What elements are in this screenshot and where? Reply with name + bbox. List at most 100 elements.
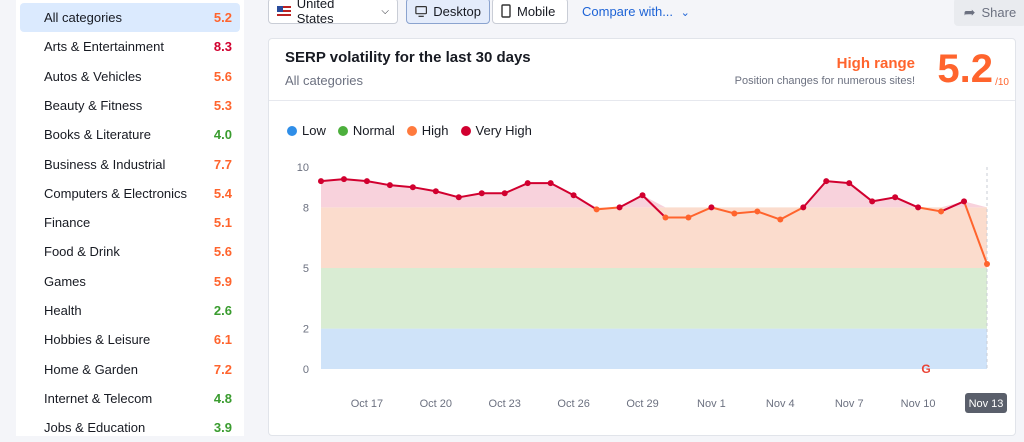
compare-label: Compare with... bbox=[582, 4, 674, 19]
y-tick-label: 10 bbox=[297, 162, 309, 174]
sidebar-item-computers-electronics[interactable]: Computers & Electronics 5.4 bbox=[20, 179, 240, 208]
category-score: 4.8 bbox=[213, 390, 232, 406]
category-score: 2.6 bbox=[213, 303, 232, 318]
band-high bbox=[321, 207, 987, 268]
series-line-segment bbox=[389, 184, 413, 189]
band-very-high bbox=[321, 179, 987, 208]
series-line-segment bbox=[343, 178, 368, 183]
sidebar-item-jobs-education[interactable]: Jobs & Education 3.9 bbox=[20, 413, 240, 442]
sidebar-item-beauty-fitness[interactable]: Beauty & Fitness 5.3 bbox=[20, 91, 240, 120]
compare-with-dropdown[interactable]: Compare with... ⌄ bbox=[582, 4, 690, 19]
category-score: 7.2 bbox=[213, 361, 232, 377]
sidebar-item-internet-telecom[interactable]: Internet & Telecom 4.8 bbox=[20, 384, 240, 413]
category-label: Food & Drink bbox=[44, 244, 120, 260]
series-line-segment bbox=[894, 196, 919, 209]
category-label: Home & Garden bbox=[44, 361, 138, 377]
sidebar-item-home-garden[interactable]: Home & Garden 7.2 bbox=[20, 355, 240, 384]
category-label: Health bbox=[44, 303, 82, 318]
x-tick-label: Oct 17 bbox=[351, 398, 383, 410]
card-title: SERP volatility for the last 30 days bbox=[285, 49, 531, 66]
series-line-segment bbox=[458, 192, 482, 199]
chart-legend: Low Normal High Very High bbox=[287, 123, 532, 138]
mobile-label: Mobile bbox=[517, 3, 556, 19]
category-score: 8.3 bbox=[213, 39, 232, 55]
data-point bbox=[386, 182, 393, 189]
legend-label: Low bbox=[302, 123, 326, 138]
category-score: 5.2 bbox=[213, 10, 232, 25]
legend-item-very-high[interactable]: Very High bbox=[460, 123, 532, 138]
category-score: 3.9 bbox=[213, 420, 232, 436]
category-score: 5.4 bbox=[213, 185, 232, 201]
data-point bbox=[318, 178, 324, 185]
legend-label: Very High bbox=[475, 123, 532, 138]
category-label: Arts & Entertainment bbox=[44, 39, 164, 55]
data-point bbox=[547, 180, 554, 187]
sidebar-item-arts-entertainment[interactable]: Arts & Entertainment 8.3 bbox=[20, 32, 240, 61]
series-line-segment bbox=[550, 182, 575, 197]
category-score: 5.6 bbox=[213, 244, 232, 260]
series-line-segment bbox=[848, 182, 873, 203]
legend-item-high[interactable]: High bbox=[406, 123, 449, 138]
band-low bbox=[321, 328, 987, 369]
series-line-segment bbox=[596, 206, 620, 211]
series-line-segment bbox=[619, 194, 643, 209]
x-tick-label: Nov 1 bbox=[697, 398, 726, 410]
legend-item-normal[interactable]: Normal bbox=[337, 123, 395, 138]
band-normal bbox=[321, 268, 987, 329]
category-label: Autos & Vehicles bbox=[44, 68, 142, 84]
y-tick-label: 8 bbox=[303, 202, 309, 214]
sidebar-item-finance[interactable]: Finance 5.1 bbox=[20, 208, 240, 237]
data-point bbox=[363, 178, 370, 185]
sidebar-item-health[interactable]: Health 2.6 bbox=[20, 296, 240, 325]
sidebar-item-business-industrial[interactable]: Business & Industrial 7.7 bbox=[20, 150, 240, 179]
chevron-down-icon: ⌵ bbox=[381, 5, 389, 17]
series-line-segment bbox=[504, 182, 529, 195]
country-select[interactable]: United States ⌵ bbox=[268, 0, 398, 26]
card-subtitle: All categories bbox=[285, 73, 364, 88]
sidebar-item-games[interactable]: Games 5.9 bbox=[20, 267, 240, 296]
data-point bbox=[570, 192, 577, 199]
sidebar-item-autos-vehicles[interactable]: Autos & Vehicles 5.6 bbox=[20, 62, 240, 91]
data-point bbox=[915, 204, 922, 211]
mobile-toggle[interactable]: Mobile bbox=[492, 0, 568, 24]
desktop-toggle[interactable]: Desktop bbox=[406, 0, 490, 24]
category-label: Beauty & Fitness bbox=[44, 97, 143, 113]
x-tick-label: Nov 7 bbox=[835, 398, 864, 410]
data-point bbox=[754, 208, 761, 215]
category-label: Internet & Telecom bbox=[44, 390, 153, 406]
share-label: Share bbox=[981, 4, 1017, 20]
category-score: 4.0 bbox=[213, 127, 232, 143]
y-tick-label: 5 bbox=[303, 263, 309, 275]
x-tick-label: Oct 20 bbox=[420, 398, 452, 410]
data-point bbox=[961, 198, 968, 205]
data-point bbox=[823, 178, 830, 185]
data-point bbox=[432, 188, 439, 195]
data-point bbox=[800, 204, 807, 211]
us-flag-icon bbox=[277, 6, 291, 16]
sidebar-item-hobbies-leisure[interactable]: Hobbies & Leisure 6.1 bbox=[20, 325, 240, 354]
legend-item-low[interactable]: Low bbox=[287, 123, 326, 138]
category-label: Jobs & Education bbox=[44, 420, 146, 436]
data-point bbox=[524, 180, 531, 187]
category-score: 5.1 bbox=[213, 215, 232, 231]
series-line-segment bbox=[757, 210, 781, 221]
sidebar-item-food-drink[interactable]: Food & Drink 5.6 bbox=[20, 237, 240, 266]
category-score: 6.1 bbox=[213, 332, 232, 348]
data-point bbox=[938, 208, 945, 215]
x-tick-label: Oct 29 bbox=[626, 398, 658, 410]
series-line-segment bbox=[641, 194, 667, 219]
x-tick-label: Nov 13 bbox=[969, 398, 1004, 410]
series-line-segment bbox=[871, 196, 896, 203]
share-button[interactable]: ➦ Share bbox=[954, 0, 1024, 26]
sidebar-item-books-literature[interactable]: Books & Literature 4.0 bbox=[20, 120, 240, 149]
range-description: Position changes for numerous sites! bbox=[734, 75, 915, 87]
google-update-icon: G bbox=[921, 362, 930, 376]
category-label: Books & Literature bbox=[44, 127, 151, 143]
data-point bbox=[639, 192, 646, 199]
sidebar-item-all-categories[interactable]: All categories 5.2 bbox=[20, 3, 240, 32]
series-line-segment bbox=[826, 180, 850, 185]
data-point bbox=[984, 260, 990, 267]
series-line-segment bbox=[963, 200, 988, 265]
category-label: Computers & Electronics bbox=[44, 185, 188, 201]
data-point bbox=[662, 214, 669, 221]
